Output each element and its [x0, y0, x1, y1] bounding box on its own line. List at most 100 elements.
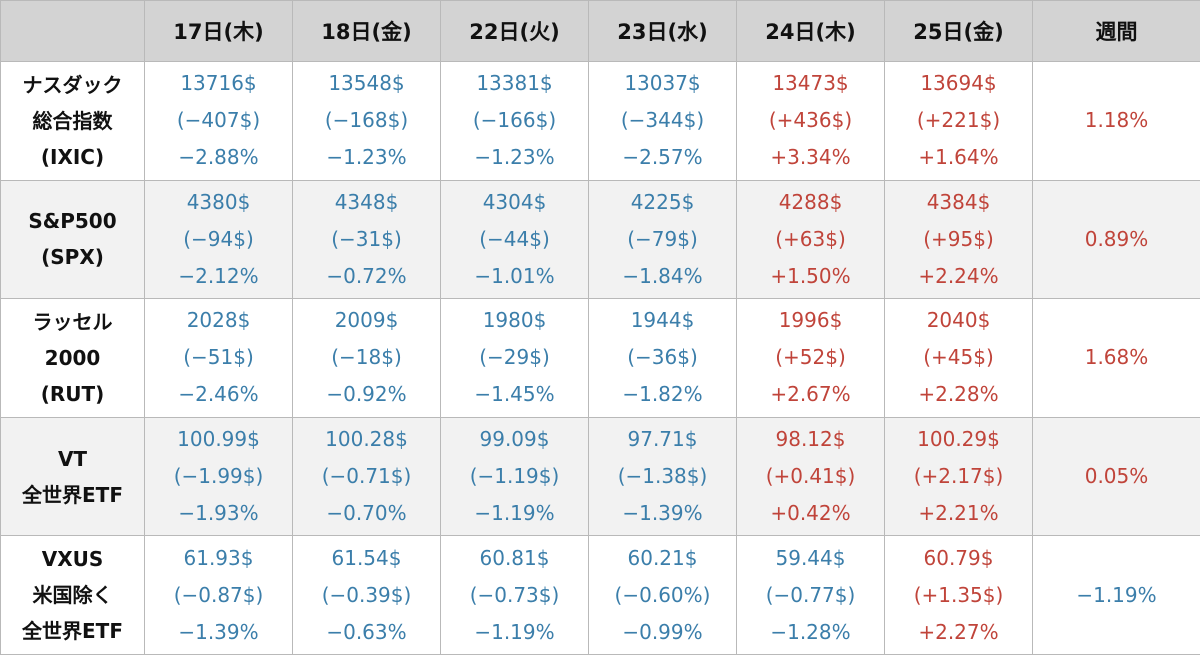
close-price: 98.12$: [775, 427, 846, 452]
price-change: (−94$): [183, 226, 254, 251]
header-day-24: 24日(木): [736, 0, 885, 62]
price-change: (−44$): [479, 226, 550, 251]
day-cell: 60.21$ (−0.60%) −0.99%: [588, 535, 737, 655]
percent-change: −1.28%: [770, 619, 851, 644]
percent-change: −1.82%: [622, 382, 703, 407]
percent-change: −1.39%: [622, 501, 703, 526]
close-price: 1996$: [778, 308, 843, 333]
day-cell: 2040$ (+45$) +2.28%: [884, 298, 1033, 418]
day-cell: 13694$ (+221$) +1.64%: [884, 61, 1033, 181]
day-cell: 100.29$ (+2.17$) +2.21%: [884, 416, 1033, 537]
weekly-change: 1.68%: [1032, 298, 1200, 418]
day-cell: 99.09$ (−1.19$) −1.19%: [440, 416, 589, 537]
day-cell: 13037$ (−344$) −2.57%: [588, 61, 737, 181]
day-cell: 4225$ (−79$) −1.84%: [588, 179, 737, 300]
percent-change: −1.19%: [474, 619, 555, 644]
row-label-line: ナスダック: [22, 72, 123, 97]
price-change: (+95$): [923, 226, 994, 251]
day-cell: 13716$ (−407$) −2.88%: [144, 61, 293, 181]
header-day-25: 25日(金): [884, 0, 1033, 62]
percent-change: −0.72%: [326, 263, 407, 288]
day-cell: 59.44$ (−0.77$) −1.28%: [736, 535, 885, 655]
day-cell: 1944$ (−36$) −1.82%: [588, 298, 737, 418]
price-change: (+52$): [775, 345, 846, 370]
row-label-line: 2000: [44, 345, 101, 370]
weekly-change: −1.19%: [1032, 535, 1200, 655]
close-price: 100.99$: [177, 427, 260, 452]
day-cell: 97.71$ (−1.38$) −1.39%: [588, 416, 737, 537]
day-cell: 98.12$ (+0.41$) +0.42%: [736, 416, 885, 537]
header-day-17: 17日(木): [144, 0, 293, 62]
close-price: 59.44$: [775, 545, 846, 570]
table-row: S&P500 (SPX) 4380$ (−94$) −2.12% 4348$ (−31$) −…: [0, 179, 1200, 300]
close-price: 4304$: [482, 189, 547, 214]
percent-change: −0.99%: [622, 619, 703, 644]
day-cell: 2009$ (−18$) −0.92%: [292, 298, 441, 418]
price-change: (+1.35$): [913, 582, 1004, 607]
price-change: (−1.19$): [469, 464, 560, 489]
day-cell: 13381$ (−166$) −1.23%: [440, 61, 589, 181]
price-change: (−407$): [176, 108, 261, 133]
header-week: 週間: [1032, 0, 1200, 62]
day-cell: 100.28$ (−0.71$) −0.70%: [292, 416, 441, 537]
row-label: S&P500 (SPX): [0, 179, 145, 300]
close-price: 61.54$: [331, 545, 402, 570]
percent-change: +2.24%: [918, 263, 999, 288]
table-body: ナスダック総合指数 (IXIC) 13716$ (−407$) −2.88% 13548$…: [0, 61, 1200, 655]
header-corner: [0, 0, 145, 62]
price-change: (−0.60%): [614, 582, 711, 607]
weekly-change: 1.18%: [1032, 61, 1200, 181]
price-change: (+45$): [923, 345, 994, 370]
day-cell: 1996$ (+52$) +2.67%: [736, 298, 885, 418]
percent-change: −0.92%: [326, 382, 407, 407]
close-price: 60.21$: [627, 545, 698, 570]
close-price: 61.93$: [183, 545, 254, 570]
percent-change: +3.34%: [770, 145, 851, 170]
price-change: (−1.38$): [617, 464, 708, 489]
close-price: 4288$: [778, 189, 843, 214]
percent-change: −2.12%: [178, 263, 259, 288]
close-price: 97.71$: [627, 427, 698, 452]
close-price: 2028$: [186, 308, 251, 333]
row-label: VT 全世界ETF: [0, 416, 145, 537]
close-price: 4384$: [926, 189, 991, 214]
row-label: VXUS 米国除く 全世界ETF: [0, 535, 145, 655]
row-label-line: (IXIC): [40, 144, 105, 169]
close-price: 4380$: [186, 189, 251, 214]
close-price: 13473$: [772, 71, 849, 96]
table-row: ラッセル 2000 (RUT) 2028$ (−51$) −2.46% 2009$ (−18$…: [0, 298, 1200, 418]
percent-change: −2.46%: [178, 382, 259, 407]
percent-change: +2.27%: [918, 619, 999, 644]
price-change: (+0.41$): [765, 464, 856, 489]
percent-change: +1.50%: [770, 263, 851, 288]
close-price: 13548$: [328, 71, 405, 96]
price-change: (−31$): [331, 226, 402, 251]
table-row: VXUS 米国除く 全世界ETF 61.93$ (−0.87$) −1.39% 61.54$…: [0, 535, 1200, 655]
day-cell: 61.93$ (−0.87$) −1.39%: [144, 535, 293, 655]
day-cell: 4288$ (+63$) +1.50%: [736, 179, 885, 300]
price-change: (−0.87$): [173, 582, 264, 607]
row-label-line: 総合指数: [32, 108, 113, 133]
close-price: 4348$: [334, 189, 399, 214]
price-change: (−1.99$): [173, 464, 264, 489]
percent-change: −1.45%: [474, 382, 555, 407]
header-day-23: 23日(水): [588, 0, 737, 62]
row-label-line: VT: [57, 446, 88, 471]
price-change: (+221$): [916, 108, 1001, 133]
row-label-line: 全世界ETF: [22, 619, 123, 644]
row-label-line: ラッセル: [32, 309, 113, 334]
close-price: 1980$: [482, 308, 547, 333]
row-label: ラッセル 2000 (RUT): [0, 298, 145, 418]
percent-change: +0.42%: [770, 501, 851, 526]
close-price: 100.29$: [917, 427, 1000, 452]
close-price: 100.28$: [325, 427, 408, 452]
row-label-line: (SPX): [41, 245, 104, 270]
percent-change: −1.19%: [474, 501, 555, 526]
close-price: 13694$: [920, 71, 997, 96]
day-cell: 100.99$ (−1.99$) −1.93%: [144, 416, 293, 537]
price-change: (−166$): [472, 108, 557, 133]
day-cell: 4380$ (−94$) −2.12%: [144, 179, 293, 300]
row-label-line: S&P500: [28, 209, 117, 234]
table-row: ナスダック総合指数 (IXIC) 13716$ (−407$) −2.88% 13548$…: [0, 61, 1200, 181]
